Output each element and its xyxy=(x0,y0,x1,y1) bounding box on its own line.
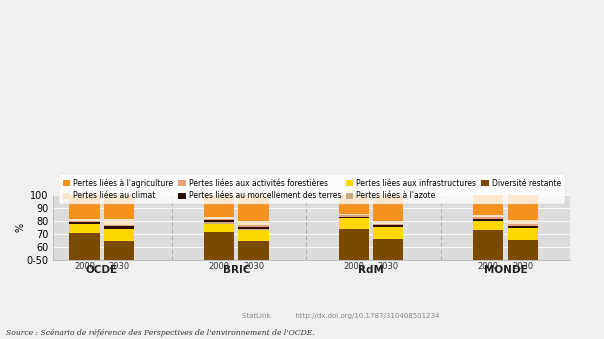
Bar xyxy=(373,196,403,221)
Text: OCDE: OCDE xyxy=(86,265,118,275)
Bar xyxy=(204,220,234,222)
Bar xyxy=(104,229,134,241)
Bar xyxy=(474,230,503,260)
Text: 2030: 2030 xyxy=(243,262,264,271)
Text: 2030: 2030 xyxy=(512,262,533,271)
Bar xyxy=(508,228,538,240)
Bar xyxy=(373,225,403,227)
Bar xyxy=(339,217,369,218)
Bar xyxy=(508,240,538,260)
Bar xyxy=(373,221,403,224)
Bar xyxy=(373,224,403,225)
Bar xyxy=(239,227,269,228)
Text: 2000: 2000 xyxy=(343,262,364,271)
Bar xyxy=(339,214,369,215)
Bar xyxy=(204,195,234,217)
Bar xyxy=(204,224,234,232)
Bar xyxy=(239,221,269,225)
Y-axis label: %: % xyxy=(15,223,25,232)
Bar xyxy=(69,233,100,260)
Bar xyxy=(373,239,403,260)
Bar xyxy=(204,219,234,220)
Bar xyxy=(474,219,503,221)
Bar xyxy=(239,230,269,241)
Bar xyxy=(474,215,503,217)
Bar xyxy=(474,217,503,219)
Bar xyxy=(474,195,503,215)
Text: 2030: 2030 xyxy=(378,262,399,271)
Text: StatLink           http://dx.doi.org/10.1787/310408501234: StatLink http://dx.doi.org/10.1787/31040… xyxy=(242,313,439,319)
Bar xyxy=(69,221,100,222)
Bar xyxy=(204,232,234,260)
Bar xyxy=(508,220,538,224)
Text: 2000: 2000 xyxy=(74,262,95,271)
Text: 2030: 2030 xyxy=(108,262,129,271)
Bar xyxy=(339,229,369,260)
Legend: Pertes liées à l'agriculture, Pertes liées au climat, Pertes liées aux activités: Pertes liées à l'agriculture, Pertes lié… xyxy=(59,174,565,204)
Bar xyxy=(339,195,369,214)
Bar xyxy=(69,222,100,224)
Text: MONDE: MONDE xyxy=(484,265,527,275)
Bar xyxy=(104,241,134,260)
Bar xyxy=(239,241,269,260)
Bar xyxy=(204,217,234,219)
Bar xyxy=(69,195,100,219)
Bar xyxy=(239,228,269,230)
Bar xyxy=(104,195,134,219)
Bar xyxy=(339,215,369,217)
Bar xyxy=(508,195,538,220)
Bar xyxy=(69,219,100,221)
Bar xyxy=(474,221,503,230)
Bar xyxy=(339,218,369,229)
Text: RdM: RdM xyxy=(358,265,384,275)
Bar xyxy=(508,224,538,226)
Bar xyxy=(104,226,134,229)
Text: BRIC: BRIC xyxy=(222,265,250,275)
Bar xyxy=(373,227,403,239)
Bar xyxy=(69,224,100,233)
Bar xyxy=(204,222,234,224)
Text: 2000: 2000 xyxy=(208,262,230,271)
Bar xyxy=(239,195,269,221)
Text: Source : Scénario de référence des Perspectives de l'environnement de l'OCDE.: Source : Scénario de référence des Persp… xyxy=(6,329,315,337)
Bar xyxy=(239,225,269,227)
Bar xyxy=(104,225,134,226)
Bar xyxy=(508,226,538,228)
Bar xyxy=(104,219,134,225)
Text: 2000: 2000 xyxy=(478,262,499,271)
